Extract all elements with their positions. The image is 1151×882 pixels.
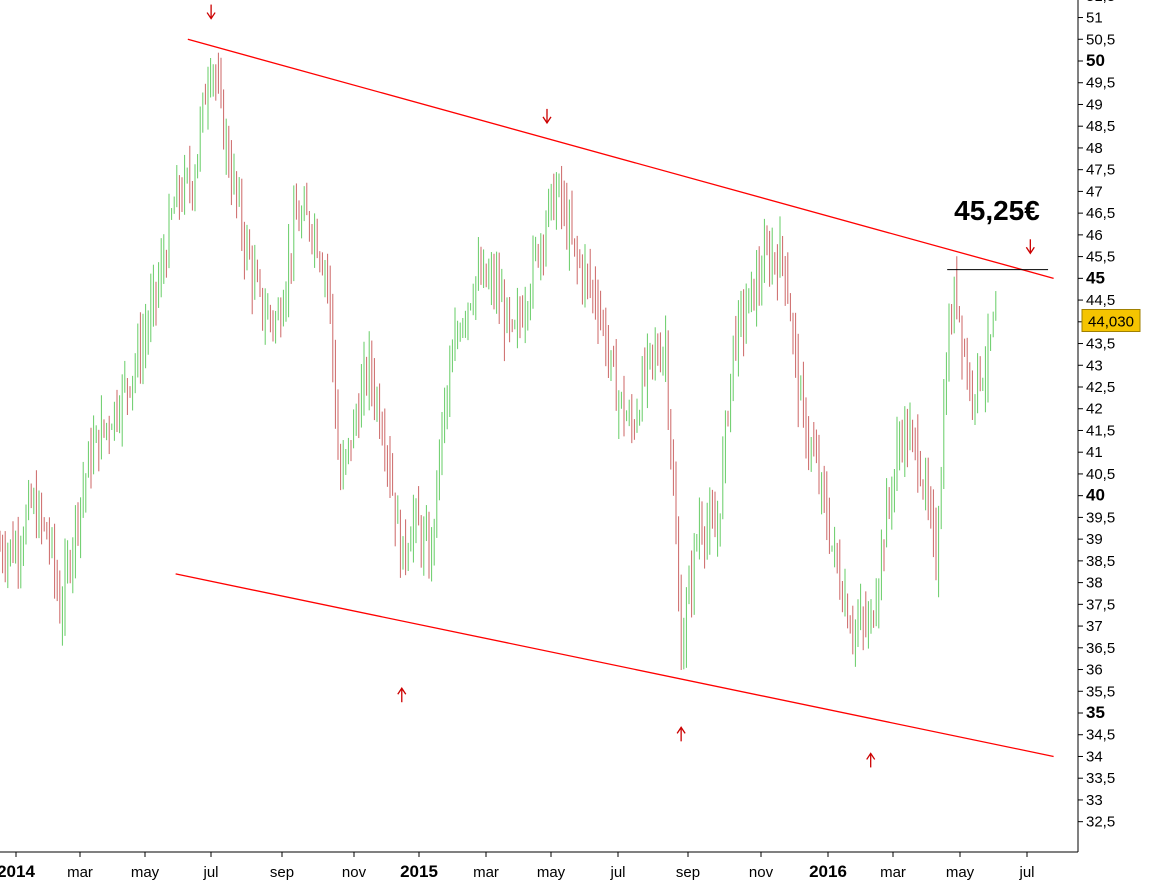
x-tick-label: 2015 — [400, 862, 438, 881]
y-tick-label: 49,5 — [1086, 75, 1115, 92]
y-tick-label: 43,5 — [1086, 336, 1115, 353]
y-tick-label: 46 — [1086, 227, 1103, 244]
y-tick-label: 36 — [1086, 662, 1103, 679]
arrow-head — [397, 687, 407, 695]
y-tick-label: 42 — [1086, 401, 1103, 418]
y-tick-label: 50,5 — [1086, 31, 1115, 48]
y-tick-label: 45,5 — [1086, 249, 1115, 266]
up-arrow-icon — [397, 687, 407, 703]
x-tick-label: jul — [202, 864, 218, 881]
y-tick-label: 43 — [1086, 357, 1103, 374]
x-tick-label: nov — [749, 864, 774, 881]
x-tick-label: may — [946, 864, 975, 881]
pivot-arrows — [206, 4, 1035, 768]
down-arrow-icon — [206, 4, 216, 20]
x-tick-label: sep — [676, 864, 700, 881]
y-tick-label: 39 — [1086, 531, 1103, 548]
y-tick-label: 32,5 — [1086, 814, 1115, 831]
last-price-box — [1081, 308, 1141, 332]
y-tick-label: 34 — [1086, 748, 1103, 765]
y-tick-label: 34,5 — [1086, 727, 1115, 744]
price-bars — [0, 52, 997, 670]
arrow-head — [866, 752, 876, 760]
y-tick-label: 37 — [1086, 618, 1103, 635]
arrow-head — [206, 12, 216, 20]
annotations: 45,25€ 44,030 — [954, 195, 1141, 332]
y-tick-label: 40 — [1086, 486, 1105, 505]
y-tick-label: 38,5 — [1086, 553, 1115, 570]
channel-line — [175, 573, 1054, 758]
y-tick-label: 41,5 — [1086, 422, 1115, 439]
x-tick-label: may — [131, 864, 160, 881]
arrow-head — [542, 116, 552, 125]
channel-lines — [175, 38, 1054, 758]
y-tick-label: 35 — [1086, 703, 1105, 722]
last-price-label: 44,030 — [1088, 313, 1134, 330]
x-tick-label: jul — [1018, 864, 1034, 881]
down-arrow-icon — [1025, 239, 1035, 255]
arrow-head — [676, 726, 686, 734]
y-tick-label: 36,5 — [1086, 640, 1115, 657]
price-annotation: 45,25€ — [954, 195, 1040, 226]
y-tick-label: 47,5 — [1086, 162, 1115, 179]
y-tick-label: 35,5 — [1086, 683, 1115, 700]
y-tick-label: 51,5 — [1086, 0, 1115, 5]
x-tick-label: may — [537, 864, 566, 881]
y-tick-label: 45 — [1086, 268, 1105, 287]
y-tick-label: 37,5 — [1086, 596, 1115, 613]
y-tick-label: 48 — [1086, 140, 1103, 157]
x-tick-label: nov — [342, 864, 367, 881]
y-tick-label: 47 — [1086, 183, 1103, 200]
up-arrow-icon — [676, 726, 686, 742]
y-tick-label: 41 — [1086, 444, 1103, 461]
up-arrow-icon — [866, 752, 876, 768]
x-tick-label: mar — [67, 864, 93, 881]
y-axis: 32,5 33 33,5 34 34,5 35 35,5 36 36,5 37 37,5 38 38,5… — [1077, 0, 1115, 852]
y-tick-label: 33 — [1086, 792, 1103, 809]
x-tick-label: 2016 — [809, 862, 847, 881]
x-axis: 2014 mar may jul sep nov 2015 mar may jul sep nov 20… — [0, 851, 1078, 881]
x-tick-label: sep — [270, 864, 294, 881]
x-tick-label: mar — [473, 864, 499, 881]
x-tick-label: 2014 — [0, 862, 35, 881]
y-tick-label: 50 — [1086, 51, 1105, 70]
y-tick-label: 48,5 — [1086, 118, 1115, 135]
y-tick-label: 46,5 — [1086, 205, 1115, 222]
y-tick-label: 33,5 — [1086, 770, 1115, 787]
arrow-head — [1025, 246, 1035, 255]
x-tick-label: mar — [880, 864, 906, 881]
down-arrow-icon — [542, 108, 552, 125]
y-tick-label: 40,5 — [1086, 466, 1115, 483]
y-tick-label: 49 — [1086, 96, 1103, 113]
y-tick-label: 51 — [1086, 10, 1103, 27]
y-tick-label: 38 — [1086, 575, 1103, 592]
y-tick-label: 42,5 — [1086, 379, 1115, 396]
y-tick-label: 44,5 — [1086, 292, 1115, 309]
y-tick-label: 39,5 — [1086, 509, 1115, 526]
channel-line — [187, 38, 1054, 279]
x-tick-label: jul — [609, 864, 625, 881]
